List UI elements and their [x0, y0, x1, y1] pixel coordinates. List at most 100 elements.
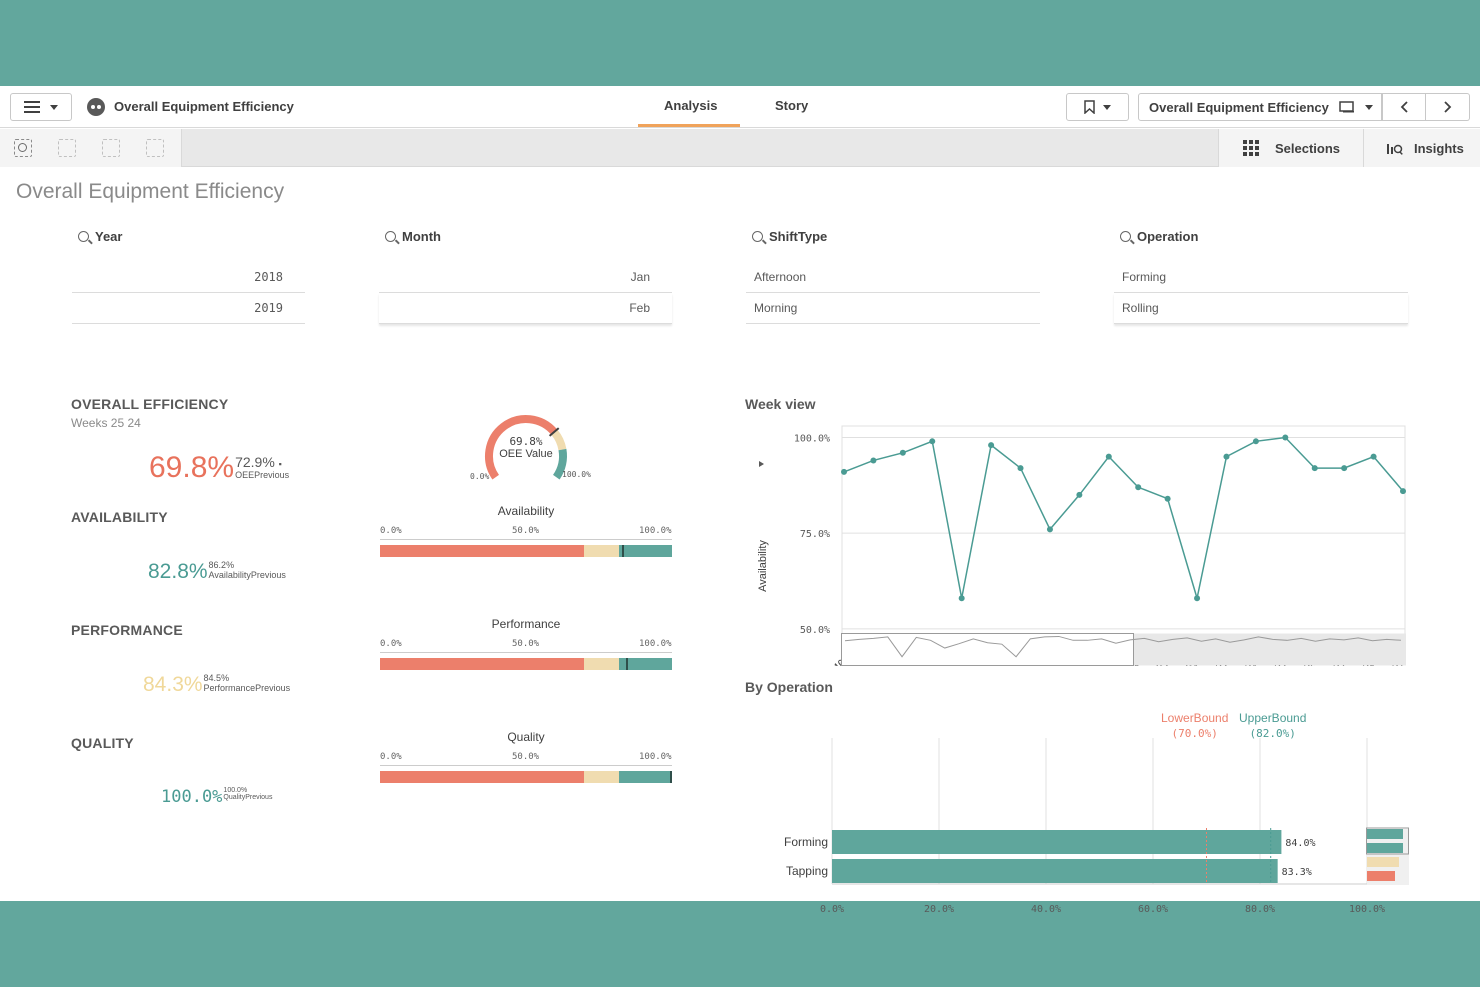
kpi-performance-previous-value: 84.5%: [203, 673, 230, 683]
data-point[interactable]: [1076, 491, 1083, 498]
data-point[interactable]: [899, 449, 906, 456]
bullet-axis-line: [380, 652, 672, 653]
scrollbar-sparkline: [844, 635, 1402, 658]
selections-button[interactable]: Selections: [1218, 129, 1363, 167]
bar[interactable]: [832, 830, 1282, 854]
data-point[interactable]: [1164, 495, 1171, 502]
bullet-bar[interactable]: [380, 545, 672, 557]
data-point[interactable]: [1105, 453, 1112, 460]
tab-analysis[interactable]: Analysis: [664, 98, 718, 113]
kpi-overall: 69.8% 72.9% ▪ OEEPrevious: [149, 451, 290, 484]
filter-year[interactable]: Year 2018 2019: [72, 226, 305, 324]
bullet-axis-line: [380, 765, 672, 766]
data-point[interactable]: [929, 438, 936, 445]
data-point[interactable]: [1370, 453, 1377, 460]
data-point[interactable]: [988, 442, 995, 449]
sheet-selector-label: Overall Equipment Efficiency: [1149, 99, 1329, 115]
data-point[interactable]: [1017, 465, 1024, 472]
filter-operation[interactable]: Operation Forming Rolling: [1114, 226, 1408, 324]
week-view-chart[interactable]: 100.0%75.0%50.0%Availability2018-402018-…: [745, 416, 1415, 666]
app-icon: [87, 98, 105, 116]
list-item[interactable]: 2019: [72, 293, 305, 324]
selection-toolbar: Selections Insights: [0, 129, 1480, 167]
step-forward-icon[interactable]: [102, 139, 120, 157]
list-item[interactable]: Morning: [746, 293, 1040, 324]
mini-bar: [1367, 857, 1399, 867]
selections-grid-icon: [1243, 140, 1259, 156]
caret-down-icon: [50, 104, 58, 110]
axis-tick-label: 50.0%: [512, 639, 540, 649]
gauge-max-label: 100.0%: [562, 470, 591, 479]
data-point[interactable]: [1252, 438, 1259, 445]
week-view-scrollbar[interactable]: [841, 633, 1407, 667]
expand-arrow-icon[interactable]: [759, 461, 764, 467]
list-item[interactable]: Rolling: [1114, 293, 1408, 324]
x-tick-label: 100.0%: [1349, 904, 1385, 915]
data-point[interactable]: [1046, 526, 1053, 533]
active-tab-indicator: [638, 124, 740, 127]
data-point[interactable]: [958, 595, 965, 602]
data-point[interactable]: [841, 468, 847, 475]
data-point[interactable]: [1282, 434, 1289, 441]
smart-search-icon[interactable]: [14, 139, 32, 157]
mini-scroll-thumb[interactable]: [1366, 827, 1409, 855]
data-point[interactable]: [1341, 465, 1348, 472]
lower-bound-label: LowerBound: [1161, 711, 1229, 725]
bullet-marker: [621, 545, 624, 557]
x-tick-label: 20.0%: [924, 904, 954, 915]
bullet-bar[interactable]: [380, 771, 672, 783]
category-label: Forming: [784, 835, 828, 849]
x-tick-label: 40.0%: [1031, 904, 1061, 915]
hamburger-menu-button[interactable]: [10, 93, 72, 121]
sheet-selector-button[interactable]: Overall Equipment Efficiency: [1138, 93, 1382, 121]
gauge-arc-red: [485, 415, 558, 480]
data-point[interactable]: [1223, 453, 1230, 460]
list-item[interactable]: Forming: [1114, 262, 1408, 293]
bar[interactable]: [832, 859, 1278, 883]
tab-story[interactable]: Story: [775, 98, 809, 113]
kpi-overall-title: OVERALL EFFICIENCY: [71, 396, 229, 412]
y-axis-label: Availability: [757, 540, 769, 592]
filter-month[interactable]: Month Jan Feb: [379, 226, 672, 324]
bookmark-button[interactable]: [1066, 93, 1129, 121]
step-back-icon[interactable]: [58, 139, 76, 157]
filter-title: Year: [95, 228, 123, 244]
search-icon: [752, 230, 763, 242]
next-sheet-button[interactable]: [1426, 93, 1470, 121]
data-point[interactable]: [1400, 488, 1406, 495]
kpi-overall-previous-value: 72.9%: [235, 454, 275, 470]
list-item[interactable]: Jan: [379, 262, 672, 293]
data-point[interactable]: [1194, 595, 1201, 602]
bullet-range-teal: [619, 771, 672, 783]
filter-title: ShiftType: [769, 228, 828, 244]
axis-tick-label: 0.0%: [380, 639, 402, 649]
lower-bound-legend: LowerBound (70.0%): [1161, 710, 1228, 742]
scrollbar-thumb[interactable]: [841, 633, 1134, 666]
gauge-needle: [548, 427, 560, 437]
insights-button[interactable]: Insights: [1363, 129, 1480, 167]
axis-tick-label: 100.0%: [639, 526, 672, 536]
clear-selections-icon[interactable]: [146, 139, 164, 157]
lower-bound-value: (70.0%): [1171, 727, 1218, 740]
kpi-quality: 100.0% 100.0% QualityPrevious: [161, 787, 272, 807]
x-tick-label: 0.0%: [820, 904, 844, 915]
sheet-icon: [1339, 101, 1354, 113]
bullet-range-red: [380, 658, 585, 670]
kpi-overall-subtitle: Weeks 25 24: [71, 416, 141, 430]
data-point[interactable]: [870, 457, 877, 464]
filter-shifttype[interactable]: ShiftType Afternoon Morning: [746, 226, 1040, 324]
gauge-label: OEE Value: [499, 448, 553, 460]
bullet-bar-title: Availability: [497, 504, 555, 518]
data-point[interactable]: [1135, 484, 1142, 491]
hamburger-icon: [24, 101, 40, 113]
list-item[interactable]: 2018: [72, 262, 305, 293]
kpi-availability-previous-value: 86.2%: [208, 560, 235, 570]
list-item[interactable]: Afternoon: [746, 262, 1040, 293]
bullet-range-yellow: [584, 658, 620, 670]
list-item[interactable]: Feb: [379, 293, 672, 324]
previous-sheet-button[interactable]: [1382, 93, 1426, 121]
bullet-bar[interactable]: [380, 658, 672, 670]
by-operation-chart[interactable]: 0.0% 20.0% 40.0% 60.0% 80.0% 100.0% Forming 84.…: [745, 736, 1415, 916]
data-point[interactable]: [1311, 465, 1318, 472]
bullet-range-yellow: [584, 545, 620, 557]
